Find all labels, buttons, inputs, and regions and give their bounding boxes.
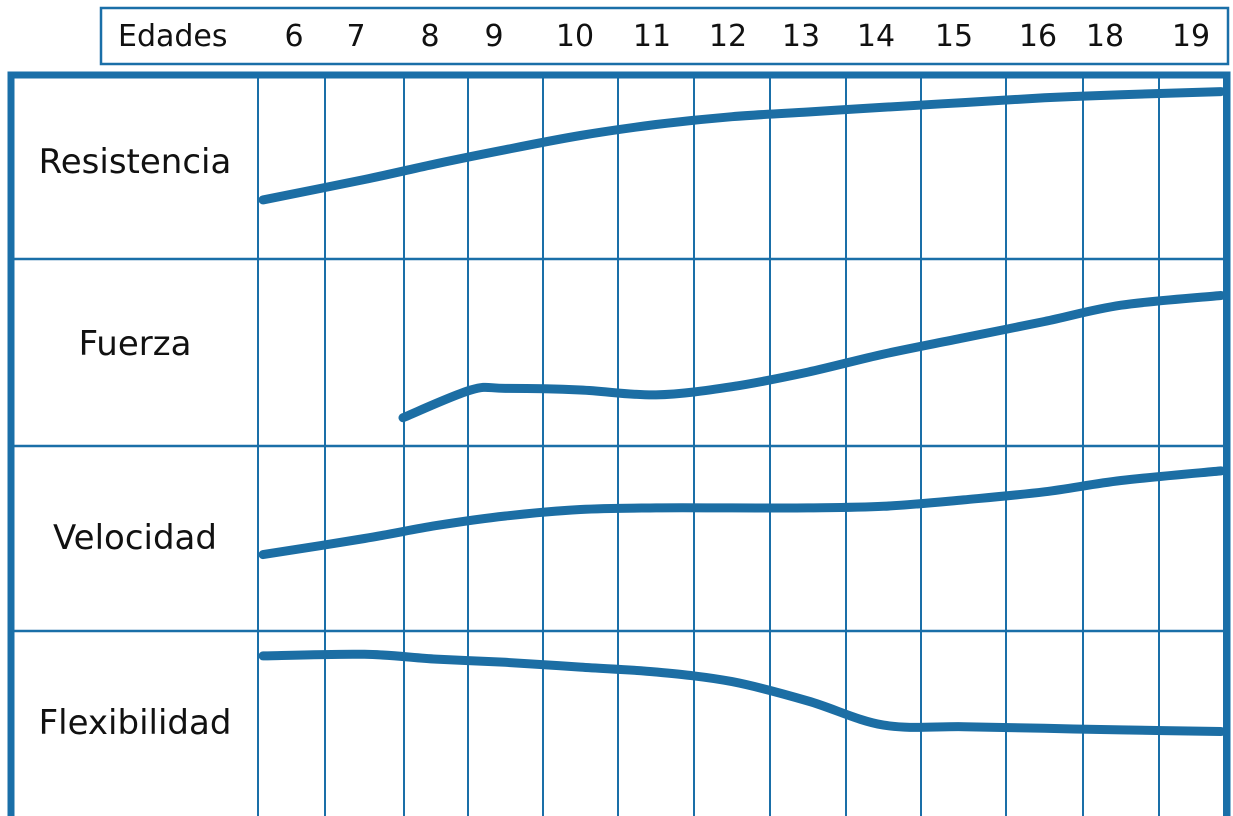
age-header: Edades 6 7 8 9 10 11 12 13 14 15 16 18 19 [99,6,1230,66]
age-tick-9: 9 [484,19,503,54]
age-tick-12: 12 [709,19,747,54]
curve-resistencia [258,87,1226,205]
age-tick-6: 6 [284,19,303,54]
age-header-label: Edades [118,19,228,54]
age-tick-18: 18 [1086,19,1124,54]
row-label-velocidad: Velocidad [53,518,217,558]
row-label-flexibilidad: Flexibilidad [39,703,232,743]
age-tick-7: 7 [346,19,365,54]
curve-velocidad [258,466,1226,560]
curve-fuerza [398,291,1226,423]
age-header-box [99,6,1230,66]
age-tick-8: 8 [420,19,439,54]
age-tick-labels: 6 7 8 9 10 11 12 13 14 15 16 18 19 [284,19,1210,54]
age-tick-16: 16 [1019,19,1057,54]
age-tick-10: 10 [556,19,594,54]
row-label-fuerza: Fuerza [79,324,192,364]
curves [258,87,1226,736]
row-label-resistencia: Resistencia [39,142,232,182]
age-tick-14: 14 [857,19,895,54]
row-labels: Resistencia Fuerza Velocidad Flexibilidad [39,142,232,743]
chart-frame [7,71,1231,816]
age-tick-15: 15 [935,19,973,54]
age-tick-19: 19 [1172,19,1210,54]
age-tick-11: 11 [633,19,671,54]
chart-grid [11,78,1227,816]
curve-flexibilidad [258,649,1226,736]
age-tick-13: 13 [782,19,820,54]
